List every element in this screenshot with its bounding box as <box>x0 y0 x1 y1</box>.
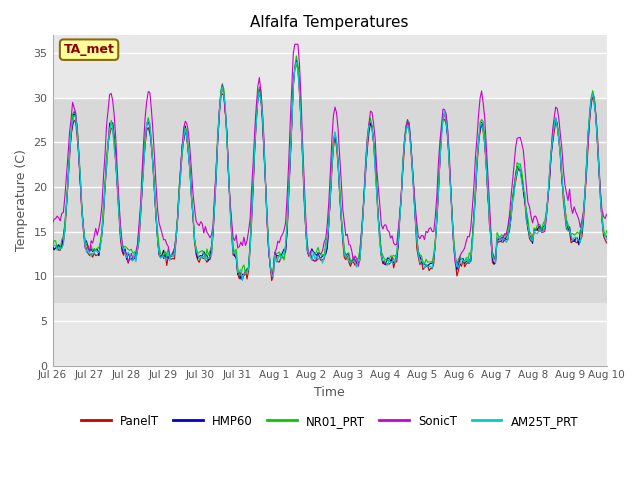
Legend: PanelT, HMP60, NR01_PRT, SonicT, AM25T_PRT: PanelT, HMP60, NR01_PRT, SonicT, AM25T_P… <box>76 410 583 432</box>
X-axis label: Time: Time <box>314 386 345 399</box>
Y-axis label: Temperature (C): Temperature (C) <box>15 150 28 252</box>
Text: TA_met: TA_met <box>63 43 115 56</box>
Title: Alfalfa Temperatures: Alfalfa Temperatures <box>250 15 409 30</box>
Bar <box>52 98 607 303</box>
